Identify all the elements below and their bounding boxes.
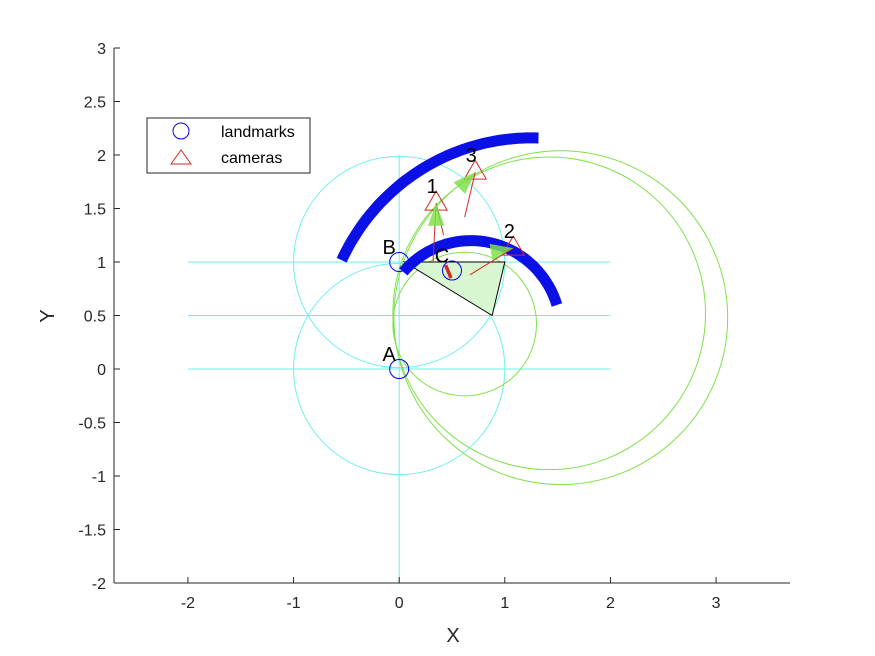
blue-arc-1 — [399, 235, 563, 307]
y-tick-label: -1.5 — [78, 523, 106, 540]
plot-layer: A B C 1 2 3 — [187, 132, 729, 583]
camera-label-2: 2 — [504, 221, 515, 243]
x-tick-label: 0 — [395, 595, 404, 612]
camera-cone-1 — [427, 203, 445, 226]
x-tick-label: 1 — [500, 595, 509, 612]
y-tick-label: -1 — [92, 469, 106, 486]
sector-wedge — [402, 261, 506, 317]
y-tick-label: 0 — [97, 362, 106, 379]
landmark-c-heading — [444, 264, 453, 279]
x-tick-label: 3 — [712, 595, 721, 612]
camera-label-3: 3 — [466, 145, 477, 167]
landmark-label-A: A — [383, 344, 397, 366]
cyan-circle-1 — [293, 262, 506, 476]
green-circle-1 — [393, 150, 729, 486]
camera-marker-3 — [463, 159, 488, 180]
landmark-label-C: C — [435, 246, 449, 268]
camera-cone-3 — [453, 172, 476, 194]
legend-landmark-marker — [172, 122, 190, 140]
y-tick-label: 3 — [97, 41, 106, 58]
y-axis-label: Y — [37, 309, 59, 322]
legend-landmarks-label: landmarks — [221, 124, 295, 141]
camera-marker-2 — [501, 235, 526, 256]
camera-ray-3 — [469, 247, 514, 276]
landmark-label-B: B — [383, 237, 396, 259]
landmark-marker-C — [442, 260, 462, 281]
axes: -2 -1 0 1 2 3 -2 -1.5 -1 -0.5 0 0.5 1 1.5 2 2.5 3 — [78, 41, 790, 612]
y-tick-label: -2 — [92, 576, 106, 593]
blue-arc-0 — [336, 132, 539, 263]
legend-camera-marker — [170, 149, 192, 165]
green-small-arc — [392, 251, 537, 397]
x-tick-label: -2 — [181, 595, 195, 612]
landmark-marker-A — [389, 359, 410, 379]
x-axis-label: X — [446, 625, 459, 647]
y-tick-label: 0.5 — [84, 309, 106, 326]
green-circle-0 — [392, 156, 706, 471]
y-tick-label: -0.5 — [78, 416, 106, 433]
x-tick-label: 2 — [606, 595, 615, 612]
y-tick-label: 2.5 — [84, 95, 106, 112]
y-tick-label: 1 — [97, 255, 106, 272]
landmark-marker-B — [389, 252, 410, 272]
legend-cameras-label: cameras — [221, 150, 282, 167]
camera-label-1: 1 — [427, 176, 438, 198]
camera-cone-2 — [489, 243, 514, 261]
legend: landmarks cameras — [146, 117, 311, 174]
x-tick-label: -1 — [286, 595, 300, 612]
y-tick-label: 2 — [97, 148, 106, 165]
y-tick-label: 1.5 — [84, 202, 106, 219]
